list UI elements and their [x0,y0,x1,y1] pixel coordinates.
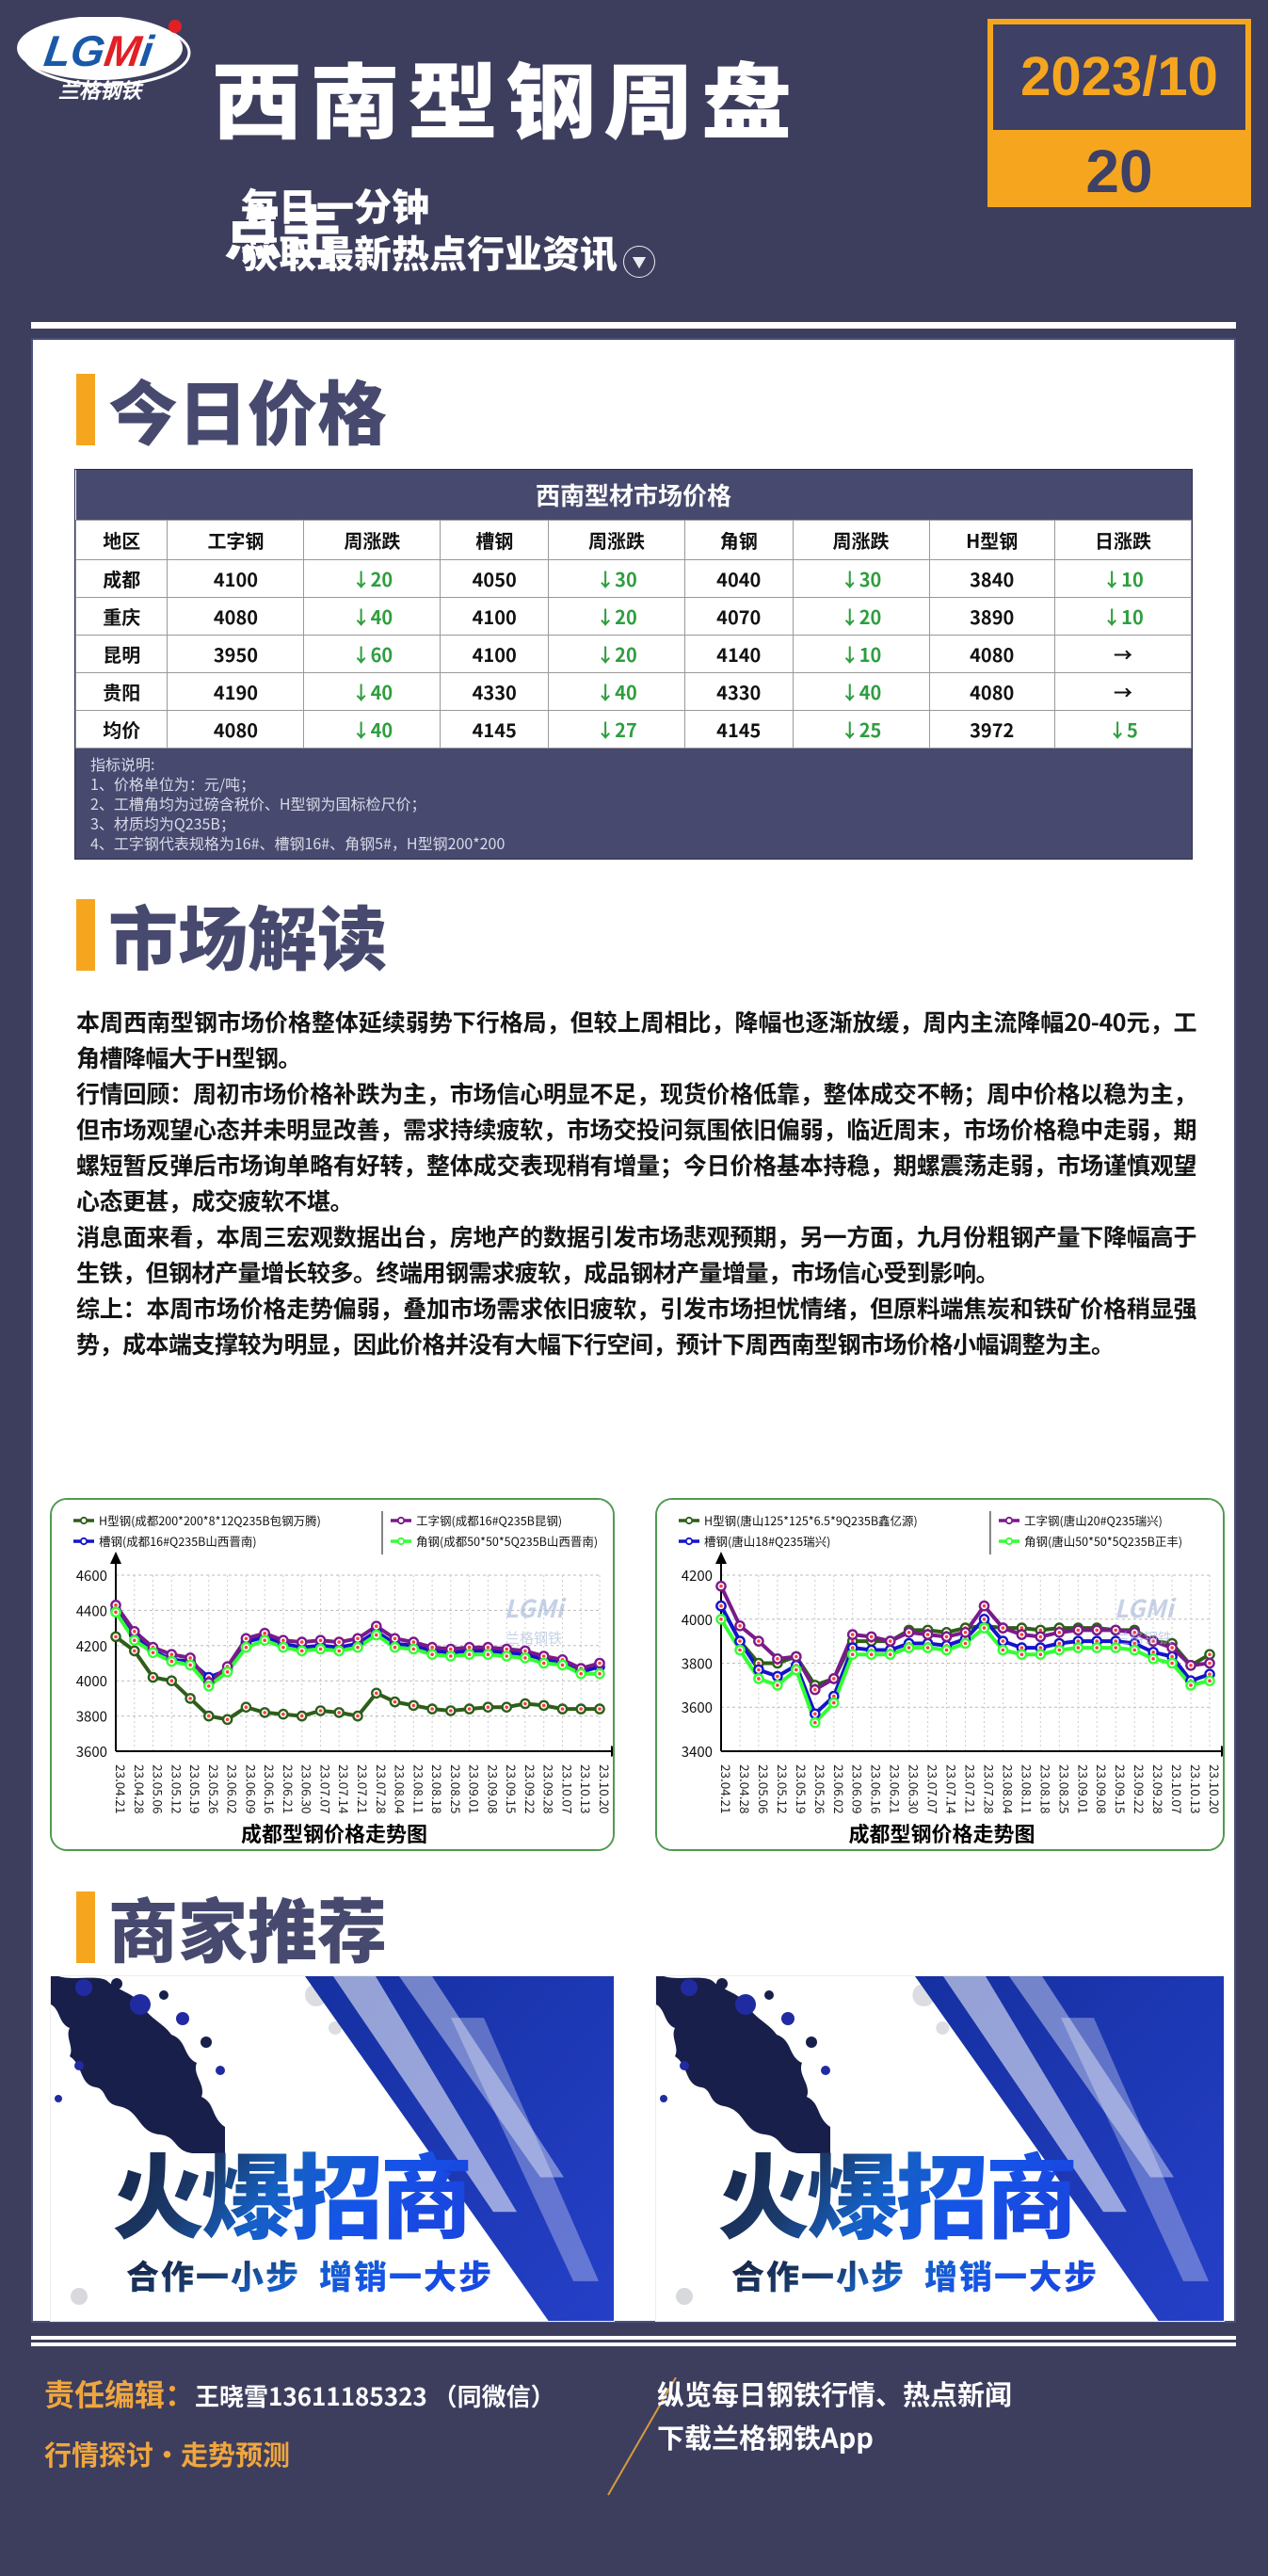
svg-text:LGMi: LGMi [505,1590,568,1625]
svg-text:23.07.14: 23.07.14 [943,1764,962,1814]
svg-text:角钢(唐山50*50*5Q235B正丰): 角钢(唐山50*50*5Q235B正丰) [1024,1532,1182,1550]
svg-text:23.05.26: 23.05.26 [811,1764,830,1813]
svg-text:23.09.01: 23.09.01 [1074,1764,1093,1813]
svg-text:23.08.18: 23.08.18 [1036,1764,1055,1813]
svg-text:4400: 4400 [76,1601,107,1620]
svg-text:23.06.02: 23.06.02 [224,1764,243,1813]
svg-text:H型钢(唐山125*125*6.5*9Q235B鑫亿源): H型钢(唐山125*125*6.5*9Q235B鑫亿源) [704,1511,918,1529]
svg-text:23.06.09: 23.06.09 [849,1764,868,1813]
svg-text:23.08.04: 23.08.04 [999,1764,1018,1814]
svg-text:合作一小步 增销一大步: 合作一小步 增销一大步 [126,2251,493,2299]
svg-text:23.07.07: 23.07.07 [924,1764,943,1813]
svg-text:兰格钢铁: 兰格钢铁 [1116,1628,1172,1648]
svg-text:H型钢(成都200*200*8*12Q235B包钢万腾): H型钢(成都200*200*8*12Q235B包钢万腾) [99,1511,321,1529]
svg-text:23.08.04: 23.08.04 [392,1764,410,1814]
svg-text:3600: 3600 [682,1698,713,1717]
svg-text:23.05.12: 23.05.12 [774,1764,793,1813]
svg-text:23.07.07: 23.07.07 [317,1764,336,1813]
svg-text:23.06.30: 23.06.30 [906,1764,924,1813]
svg-text:23.08.18: 23.08.18 [428,1764,447,1813]
svg-text:23.05.19: 23.05.19 [186,1764,205,1813]
svg-text:23.07.28: 23.07.28 [981,1764,1000,1813]
svg-text:3800: 3800 [76,1707,107,1727]
svg-text:LGMi: LGMi [1115,1590,1178,1625]
svg-text:23.04.28: 23.04.28 [736,1764,755,1813]
svg-text:23.09.15: 23.09.15 [503,1764,522,1813]
svg-text:火爆招商: 火爆招商 [112,2124,470,2258]
svg-text:23.09.08: 23.09.08 [484,1764,503,1813]
svg-text:23.10.13: 23.10.13 [1187,1764,1206,1813]
svg-text:成都型钢价格走势图: 成都型钢价格走势图 [848,1818,1035,1848]
svg-text:23.05.19: 23.05.19 [793,1764,811,1813]
svg-text:23.05.12: 23.05.12 [168,1764,186,1813]
svg-text:23.06.21: 23.06.21 [280,1764,298,1813]
svg-text:23.09.08: 23.09.08 [1093,1764,1112,1813]
svg-text:23.10.07: 23.10.07 [1168,1764,1187,1813]
svg-text:兰格钢铁: 兰格钢铁 [506,1628,562,1648]
svg-text:23.07.28: 23.07.28 [373,1764,392,1813]
svg-text:LGMi: LGMi [41,26,157,75]
svg-text:23.07.21: 23.07.21 [962,1764,981,1813]
svg-text:角钢(成都50*50*5Q235B山西晋南): 角钢(成都50*50*5Q235B山西晋南) [416,1532,598,1550]
svg-text:23.04.28: 23.04.28 [131,1764,150,1813]
svg-text:3600: 3600 [76,1742,107,1762]
svg-text:火爆招商: 火爆招商 [717,2124,1075,2258]
svg-text:23.06.16: 23.06.16 [868,1764,887,1813]
svg-text:23.09.22: 23.09.22 [522,1764,540,1813]
svg-text:成都型钢价格走势图: 成都型钢价格走势图 [241,1818,427,1848]
svg-text:4200: 4200 [682,1566,713,1586]
svg-text:23.09.15: 23.09.15 [1112,1764,1131,1813]
svg-text:23.09.01: 23.09.01 [466,1764,485,1813]
svg-text:23.10.20: 23.10.20 [596,1764,615,1813]
svg-text:23.04.21: 23.04.21 [717,1764,736,1813]
svg-text:23.05.06: 23.05.06 [755,1764,774,1813]
svg-text:23.07.14: 23.07.14 [335,1764,354,1814]
svg-text:23.06.21: 23.06.21 [887,1764,906,1813]
svg-text:23.10.20: 23.10.20 [1206,1764,1225,1813]
svg-text:23.06.09: 23.06.09 [242,1764,261,1813]
svg-text:23.09.28: 23.09.28 [540,1764,559,1813]
svg-text:4000: 4000 [682,1610,713,1630]
svg-text:槽钢(成都16#Q235B山西晋南): 槽钢(成都16#Q235B山西晋南) [99,1532,257,1550]
svg-text:4000: 4000 [76,1671,107,1691]
svg-text:23.04.21: 23.04.21 [112,1764,131,1813]
svg-text:23.07.21: 23.07.21 [354,1764,373,1813]
svg-text:23.10.07: 23.10.07 [559,1764,578,1813]
svg-text:4600: 4600 [76,1566,107,1586]
svg-text:3800: 3800 [682,1654,713,1674]
svg-text:兰格钢铁: 兰格钢铁 [58,79,144,103]
svg-text:槽钢(唐山18#Q235瑞兴): 槽钢(唐山18#Q235瑞兴) [704,1532,830,1550]
svg-text:23.06.30: 23.06.30 [298,1764,317,1813]
svg-text:23.08.11: 23.08.11 [409,1764,428,1813]
svg-text:23.05.06: 23.05.06 [150,1764,169,1813]
svg-text:23.08.11: 23.08.11 [1018,1764,1036,1813]
svg-text:23.06.02: 23.06.02 [830,1764,849,1813]
svg-text:工字钢(唐山20#Q235瑞兴): 工字钢(唐山20#Q235瑞兴) [1024,1511,1163,1529]
svg-text:23.05.26: 23.05.26 [205,1764,224,1813]
svg-text:工字钢(成都16#Q235B昆钢): 工字钢(成都16#Q235B昆钢) [416,1511,562,1529]
svg-text:合作一小步 增销一大步: 合作一小步 增销一大步 [731,2251,1099,2299]
svg-text:23.10.13: 23.10.13 [577,1764,596,1813]
svg-text:23.06.16: 23.06.16 [261,1764,280,1813]
svg-text:23.08.25: 23.08.25 [1055,1764,1074,1813]
svg-text:23.08.25: 23.08.25 [447,1764,466,1813]
svg-text:3400: 3400 [682,1742,713,1762]
svg-text:23.09.28: 23.09.28 [1149,1764,1168,1813]
svg-text:4200: 4200 [76,1636,107,1656]
svg-text:23.09.22: 23.09.22 [1131,1764,1149,1813]
